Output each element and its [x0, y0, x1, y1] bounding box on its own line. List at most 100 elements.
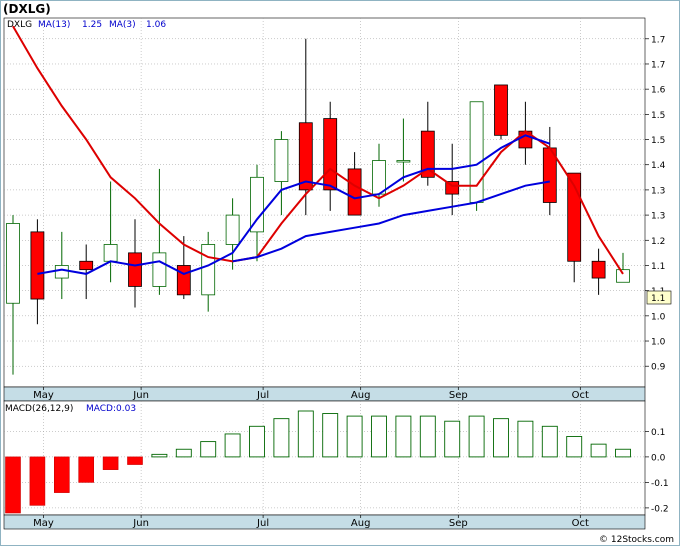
macd-bar-positive: [566, 436, 583, 458]
watermark: © 12Stocks.com: [599, 535, 674, 545]
price-y-tick-label: 1.4: [651, 161, 666, 171]
candle-up: [274, 139, 289, 182]
macd-legend-label: MACD(26,12,9): [5, 404, 73, 414]
price-y-tick-label: 1.1: [651, 262, 665, 272]
macd-bar-negative: [53, 456, 70, 493]
ma13-line: [37, 134, 551, 275]
price-y-tick-label: 1.7: [651, 60, 665, 70]
macd-bar-positive: [371, 415, 387, 458]
candle-down: [128, 252, 142, 287]
price-month-label: Sep: [449, 390, 468, 401]
macd-bar-positive: [590, 443, 607, 458]
legend-ma13-value: 1.25: [82, 20, 102, 30]
candle-up: [201, 244, 216, 296]
macd-month-label: Jul: [256, 518, 269, 529]
ma3-line: [12, 25, 624, 275]
macd-bar-positive: [200, 441, 217, 458]
macd-bar-positive: [395, 415, 412, 458]
last-price-label: 1.1: [651, 294, 665, 304]
candle-up: [396, 160, 411, 163]
macd-bar-negative: [127, 456, 143, 465]
candle-down: [298, 122, 313, 191]
candle-up: [250, 176, 264, 233]
candle-down: [347, 168, 362, 216]
candle-down: [494, 84, 508, 136]
macd-bar-positive: [517, 420, 534, 458]
price-month-label: Aug: [351, 390, 371, 401]
price-legend: DXLG MA(13) 1.25 MA(3) 1.06: [7, 20, 166, 30]
price-y-tick-label: 1.6: [651, 86, 666, 96]
macd-month-label: Aug: [351, 518, 371, 529]
macd-bar-positive: [151, 453, 168, 458]
macd-bar-positive: [468, 415, 485, 458]
price-x-axis-band: [3, 386, 646, 402]
candle-down: [176, 265, 191, 296]
macd-bar-positive: [273, 418, 290, 458]
price-y-tick-label: 1.7: [651, 35, 665, 45]
macd-bar-positive: [297, 410, 314, 458]
macd-month-label: Sep: [449, 518, 468, 529]
macd-bar-positive: [419, 415, 436, 458]
macd-bar-negative: [102, 456, 119, 470]
legend-ma3-label: MA(3): [109, 20, 136, 30]
candle-down: [323, 118, 338, 191]
ma13-long-line: [232, 180, 550, 263]
price-y-tick-label: 1.0: [651, 312, 666, 322]
price-month-label: Oct: [572, 390, 589, 401]
macd-y-tick-label: -0.2: [651, 504, 669, 514]
legend-ticker: DXLG: [7, 20, 32, 30]
macd-legend: MACD(26,12,9) MACD:0.03: [5, 404, 136, 414]
candle-up: [469, 101, 484, 203]
macd-x-axis: May Jun Jul Aug Sep Oct: [33, 515, 589, 529]
macd-month-label: Jun: [132, 518, 149, 529]
macd-month-label: May: [33, 518, 54, 529]
candle-up: [372, 160, 386, 195]
macd-y-tick-label: 0.1: [651, 428, 665, 438]
price-y-tick-label: 1.0: [651, 338, 666, 348]
price-y-tick-label: 0.9: [651, 363, 666, 373]
macd-bar-negative: [5, 456, 21, 514]
last-price-marker: 1.1: [646, 290, 672, 305]
price-month-label: Jun: [132, 390, 149, 401]
macd-bar-positive: [493, 418, 509, 458]
macd-bar-negative: [78, 456, 94, 483]
chart-title: (DXLG): [3, 2, 51, 16]
candle-up: [152, 252, 167, 287]
price-y-tick-label: 1.3: [651, 186, 665, 196]
macd-bar-negative: [29, 456, 46, 506]
candle-up: [616, 269, 630, 283]
candle-up: [225, 214, 240, 245]
macd-legend-value: MACD:0.03: [86, 404, 136, 414]
price-y-tick-label: 1.3: [651, 212, 665, 222]
legend-ma3-value: 1.06: [146, 20, 166, 30]
macd-y-axis: 0.1 0.0 -0.1 -0.2: [645, 428, 669, 514]
price-y-tick-label: 1.5: [651, 111, 665, 121]
macd-y-tick-label: 0.0: [651, 453, 666, 463]
candle-down: [567, 172, 582, 262]
macd-bar-positive: [444, 420, 461, 458]
macd-histogram: [5, 410, 631, 514]
candle-up: [6, 223, 20, 304]
candle-down: [79, 260, 94, 271]
candle-up: [54, 265, 69, 279]
price-y-tick-label: 1.2: [651, 237, 665, 247]
moving-average-lines: [12, 25, 624, 275]
macd-bar-positive: [615, 448, 631, 458]
price-x-axis: May Jun Jul Aug Sep Oct: [33, 387, 589, 401]
macd-y-tick-label: -0.1: [651, 479, 669, 489]
macd-bar-positive: [224, 433, 241, 458]
macd-bar-positive: [249, 425, 265, 458]
price-month-label: May: [33, 390, 54, 401]
macd-bar-positive: [541, 425, 558, 458]
candle-up: [103, 244, 118, 262]
candle-down: [420, 130, 435, 178]
macd-bar-positive: [346, 415, 363, 458]
macd-bar-positive: [175, 448, 192, 458]
price-y-axis: 0.9 1.0 1.0 1.1 1.1 1.2 1.3 1.3 1.4 1.5 1.5 1.6 1.7 1…: [645, 35, 666, 373]
macd-bar-positive: [322, 413, 339, 458]
candle-down: [30, 231, 45, 300]
price-month-label: Jul: [256, 390, 269, 401]
price-y-tick-label: 1.5: [651, 136, 665, 146]
